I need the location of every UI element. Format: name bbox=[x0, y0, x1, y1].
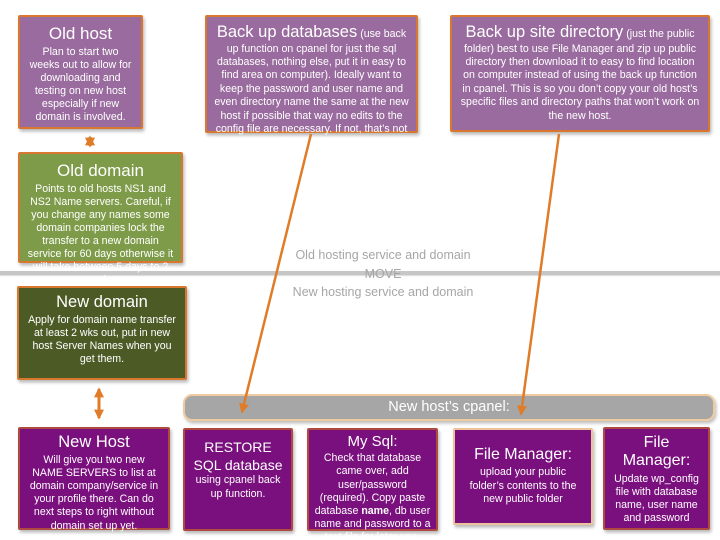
backup-site-directory-title: Back up site directory bbox=[465, 23, 624, 41]
old-hosting-label: Old hosting service and domain bbox=[295, 248, 471, 262]
restore-sql-box: RESTORE SQL database using cpanel back u… bbox=[183, 428, 293, 531]
new-host-body: Will give you two new NAME SERVERS to li… bbox=[29, 453, 159, 532]
file-manager-config-title: File Manager: bbox=[622, 434, 691, 470]
mysql-body-post: , db user name and password to a text fi… bbox=[314, 504, 431, 540]
old-domain-title: Old domain bbox=[57, 161, 144, 180]
mysql-body: Check that database came over, add user/… bbox=[309, 452, 436, 540]
old-host-title: Old host bbox=[48, 24, 113, 43]
file-manager-config-box: File Manager: Update wp_config file with… bbox=[603, 427, 710, 530]
backup-site-directory-box: Back up site directory (just the public … bbox=[450, 15, 710, 132]
mysql-body-pre: Check that database came over, add user/… bbox=[314, 452, 426, 517]
new-domain-body: Apply for domain name transfer at least … bbox=[28, 313, 176, 366]
old-domain-box: Old domain Points to old hosts NS1 and N… bbox=[18, 152, 183, 286]
file-manager-config-body: Update wp_config file with database name… bbox=[614, 472, 699, 525]
move-divider-labels: Old hosting service and domain MOVE New … bbox=[230, 246, 536, 302]
mysql-title: My Sql: bbox=[347, 433, 398, 450]
restore-sql-suffix: using cpanel back up function. bbox=[195, 474, 281, 500]
backup-databases-title: Back up databases bbox=[216, 23, 358, 41]
backup-site-directory-body: (just the public folder) best to use Fil… bbox=[460, 28, 700, 122]
backup-databases-body: (use back up function on cpanel for just… bbox=[214, 28, 409, 149]
file-manager-upload-body: upload your public folder’s contents to … bbox=[469, 466, 577, 505]
file-manager-upload-box: File Manager: upload your public folder’… bbox=[453, 428, 593, 525]
new-host-cpanel-bar: New host’s cpanel: bbox=[183, 394, 715, 421]
new-host-title: New Host bbox=[58, 433, 130, 451]
new-host-cpanel-label: New host’s cpanel: bbox=[388, 399, 510, 415]
mysql-box: My Sql: Check that database came over, a… bbox=[307, 428, 438, 540]
old-host-box: Old host Plan to start two weeks out to … bbox=[18, 15, 143, 129]
mysql-body-bold: name bbox=[361, 504, 389, 517]
old-host-body: Plan to start two weeks out to allow for… bbox=[29, 45, 132, 124]
new-host-box: New Host Will give you two new NAME SERV… bbox=[18, 427, 170, 532]
move-divider-line bbox=[0, 271, 720, 275]
new-domain-title: New domain bbox=[56, 293, 148, 311]
backup-databases-box: Back up databases (use back up function … bbox=[205, 15, 418, 148]
old-domain-body: Points to old hosts NS1 and NS2 Name ser… bbox=[27, 182, 174, 287]
file-manager-upload-title: File Manager: bbox=[474, 446, 572, 463]
move-label: MOVE bbox=[364, 266, 402, 281]
restore-sql-title: RESTORE SQL database bbox=[193, 439, 283, 473]
new-hosting-label: New hosting service and domain bbox=[292, 285, 474, 299]
new-domain-box: New domain Apply for domain name transfe… bbox=[17, 286, 187, 380]
